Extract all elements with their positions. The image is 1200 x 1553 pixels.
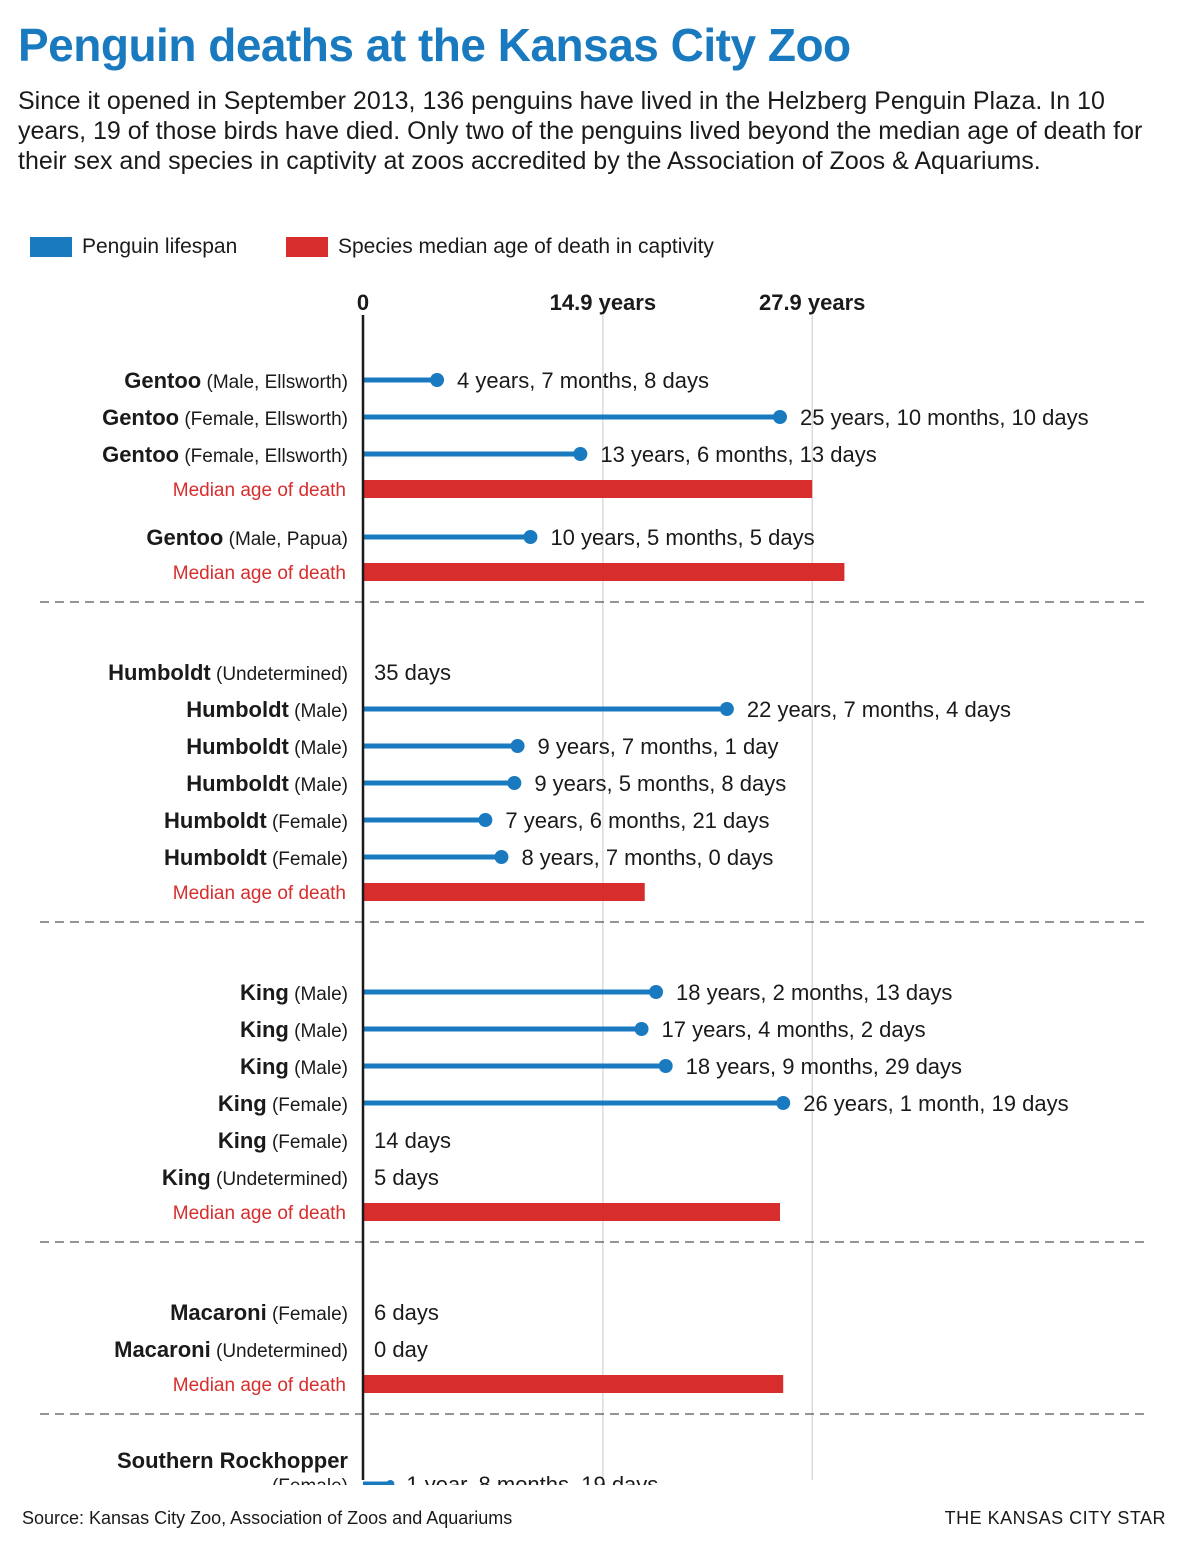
value-label-24: 1 year, 8 months, 19 days <box>406 1472 658 1485</box>
value-label-18: 14 days <box>374 1128 451 1153</box>
lifespan-dot-15 <box>634 1022 649 1036</box>
row-label-species-24: Southern Rockhopper <box>117 1448 348 1473</box>
lifespan-dot-16 <box>658 1059 673 1073</box>
legend-label-lifespan: Penguin lifespan <box>82 235 238 258</box>
value-label-8: 22 years, 7 months, 4 days <box>747 697 1011 722</box>
row-label-17: King (Female) <box>218 1091 348 1116</box>
value-label-15: 17 years, 4 months, 2 days <box>662 1017 926 1042</box>
value-label-17: 26 years, 1 month, 19 days <box>803 1091 1068 1116</box>
median-bar-4 <box>363 480 813 498</box>
row-label-12: Humboldt (Female) <box>164 845 348 870</box>
lifespan-dot-24 <box>386 1480 395 1485</box>
value-label-7: 35 days <box>374 660 451 685</box>
row-label-8: Humboldt (Male) <box>186 697 348 722</box>
value-label-1: 4 years, 7 months, 8 days <box>457 368 709 393</box>
value-label-21: 6 days <box>374 1300 439 1325</box>
lifespan-dot-11 <box>478 813 493 827</box>
value-label-12: 8 years, 7 months, 0 days <box>521 845 773 870</box>
value-label-16: 18 years, 9 months, 29 days <box>686 1054 962 1079</box>
row-label-10: Humboldt (Male) <box>186 771 348 796</box>
lifespan-dot-8 <box>719 702 734 716</box>
median-bar-20 <box>363 1203 780 1221</box>
value-label-5: 10 years, 5 months, 5 days <box>550 525 814 550</box>
legend-swatch-lifespan <box>30 237 72 257</box>
row-label-18: King (Female) <box>218 1128 348 1153</box>
value-label-2: 25 years, 10 months, 10 days <box>800 405 1089 430</box>
value-label-3: 13 years, 6 months, 13 days <box>600 442 876 467</box>
row-label-19: King (Undetermined) <box>162 1165 348 1190</box>
median-label-13: Median age of death <box>173 883 346 904</box>
median-label-6: Median age of death <box>173 563 346 584</box>
lifespan-dot-17 <box>776 1096 791 1110</box>
lifespan-dot-12 <box>494 850 509 864</box>
chart-title: Penguin deaths at the Kansas City Zoo <box>18 19 851 71</box>
lifespan-dot-2 <box>772 410 787 424</box>
tick-label-1: 0 <box>357 290 369 315</box>
legend-swatch-median <box>286 237 328 257</box>
value-label-19: 5 days <box>374 1165 439 1190</box>
row-label-1: Gentoo (Male, Ellsworth) <box>124 368 348 393</box>
source-note: Source: Kansas City Zoo, Association of … <box>22 1508 513 1528</box>
lifespan-dot-3 <box>573 447 588 461</box>
value-label-9: 9 years, 7 months, 1 day <box>538 734 779 759</box>
value-label-10: 9 years, 5 months, 8 days <box>534 771 786 796</box>
median-label-20: Median age of death <box>173 1203 346 1224</box>
lifespan-dot-10 <box>507 776 522 790</box>
median-bar-6 <box>363 563 845 581</box>
median-bar-23 <box>363 1375 784 1393</box>
median-label-23: Median age of death <box>173 1375 346 1396</box>
row-label-14: King (Male) <box>240 980 348 1005</box>
row-label-7: Humboldt (Undetermined) <box>108 660 348 685</box>
row-label-21: Macaroni (Female) <box>170 1300 348 1325</box>
value-label-11: 7 years, 6 months, 21 days <box>505 808 769 833</box>
value-label-14: 18 years, 2 months, 13 days <box>676 980 952 1005</box>
median-bar-13 <box>363 883 645 901</box>
row-label-9: Humboldt (Male) <box>186 734 348 759</box>
median-label-4: Median age of death <box>173 480 346 501</box>
legend-label-median: Species median age of death in captivity <box>338 235 714 258</box>
lifespan-dot-1 <box>430 373 445 387</box>
row-label-22: Macaroni (Undetermined) <box>114 1337 348 1362</box>
row-label-11: Humboldt (Female) <box>164 808 348 833</box>
lifespan-dot-9 <box>510 739 525 753</box>
publisher-brand: THE KANSAS CITY STAR <box>944 1508 1166 1528</box>
row-label-2: Gentoo (Female, Ellsworth) <box>102 405 348 430</box>
tick-label-3: 27.9 years <box>759 290 865 315</box>
row-label-15: King (Male) <box>240 1017 348 1042</box>
row-label-detail-24: (Female) <box>272 1476 348 1485</box>
row-label-5: Gentoo (Male, Papua) <box>146 525 348 550</box>
lifespan-dot-14 <box>649 985 664 999</box>
row-label-16: King (Male) <box>240 1054 348 1079</box>
chart-subtitle: Since it opened in September 2013, 136 p… <box>18 87 1143 175</box>
lifespan-chart: 0 14.9 years 27.9 years Gentoo (Male, Ellsw… <box>40 290 1145 1485</box>
row-label-3: Gentoo (Female, Ellsworth) <box>102 442 348 467</box>
value-label-22: 0 day <box>374 1337 428 1362</box>
lifespan-dot-5 <box>523 530 538 544</box>
tick-label-2: 14.9 years <box>550 290 656 315</box>
